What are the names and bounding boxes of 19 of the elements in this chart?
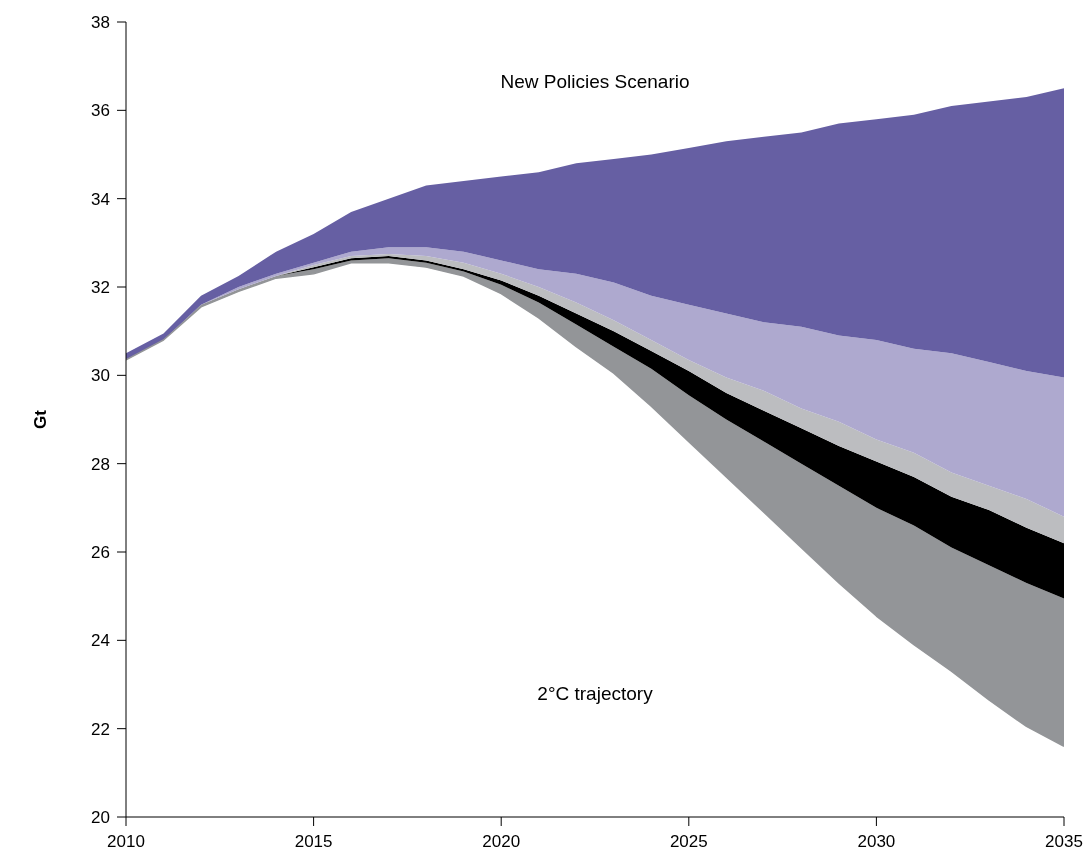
x-tick-label: 2030 (857, 832, 896, 851)
y-tick-label: 24 (91, 631, 110, 651)
x-tick-label: 2015 (294, 832, 333, 851)
y-tick-label: 36 (91, 101, 110, 121)
y-tick-label: 34 (91, 189, 110, 209)
y-tick-label: 22 (91, 719, 110, 739)
x-tick-label: 2035 (1045, 832, 1083, 851)
y-tick-label: 28 (91, 454, 110, 474)
y-axis-title: Gt (31, 409, 50, 429)
y-tick-label: 26 (91, 542, 110, 562)
y-tick-label: 20 (91, 807, 110, 827)
y-tick-label: 30 (91, 366, 110, 386)
x-tick-label: 2025 (669, 832, 708, 851)
annotation: New Policies Scenario (500, 71, 690, 92)
x-tick-label: 2020 (482, 832, 521, 851)
y-tick-label: 32 (91, 277, 110, 297)
x-tick-label: 2010 (107, 832, 145, 851)
annotation: 2°C trajectory (537, 683, 654, 704)
y-tick-label: 38 (91, 12, 110, 32)
